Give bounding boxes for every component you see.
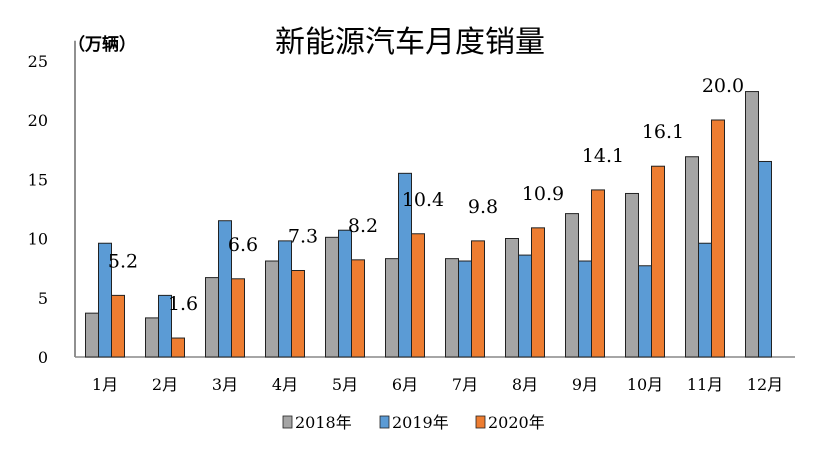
legend-label: 2018年 [295,413,352,432]
legend-label: 2020年 [488,413,545,432]
data-label: 1.6 [168,293,198,315]
bar-2018年-6月 [385,258,399,358]
bar-2018年-1月 [85,312,99,358]
bar-2020年-11月 [711,119,725,358]
bar-2018年-9月 [565,213,579,358]
bar-2019年-12月 [758,160,772,358]
bar-2018年-7月 [445,258,459,358]
bar-2020年-1月 [111,294,125,358]
data-label: 9.8 [468,196,498,218]
y-axis-unit-label: （万辆） [68,34,136,55]
legend-swatch-2 [475,415,486,429]
data-label: 10.9 [522,183,564,205]
data-label: 16.1 [642,121,684,143]
data-label: 10.4 [402,189,444,211]
bar-2019年-4月 [278,240,292,358]
bar-2020年-4月 [291,269,305,358]
bar-2019年-9月 [578,260,592,358]
data-label: 8.2 [348,215,378,237]
bar-2018年-5月 [325,236,339,358]
y-tick-label: 25 [28,52,48,71]
bar-2018年-2月 [145,317,159,358]
x-tick-label: 4月 [272,375,298,394]
bar-2020年-7月 [471,240,485,358]
chart-title: 新能源汽车月度销量 [275,25,545,60]
x-tick-label: 7月 [452,375,478,394]
bar-2020年-10月 [651,165,665,358]
x-tick-label: 1月 [92,375,118,394]
data-label: 20.0 [702,75,744,97]
x-tick-label: 9月 [572,375,598,394]
legend-swatch-1 [379,415,390,429]
bar-2018年-4月 [265,260,279,358]
bar-2019年-7月 [458,260,472,358]
y-tick-label: 20 [28,111,48,130]
bar-2020年-8月 [531,227,545,358]
bar-2018年-10月 [625,192,639,358]
legend-swatch-0 [282,415,293,429]
data-label: 14.1 [582,145,624,167]
data-label: 5.2 [108,250,138,272]
bar-2018年-12月 [745,91,759,358]
bar-2020年-9月 [591,189,605,358]
x-tick-label: 5月 [332,375,358,394]
bar-2020年-2月 [171,337,185,358]
bar-2019年-8月 [518,254,532,358]
x-tick-label: 2月 [152,375,178,394]
bar-2020年-3月 [231,278,245,358]
x-tick-label: 6月 [392,375,418,394]
bar-2018年-11月 [685,156,699,358]
y-tick-label: 5 [38,289,48,308]
y-tick-label: 0 [38,348,48,367]
x-tick-label: 11月 [687,375,723,394]
bar-2020年-5月 [351,259,365,358]
data-label: 7.3 [288,225,318,247]
bar-2019年-11月 [698,242,712,358]
x-tick-label: 3月 [212,375,238,394]
bar-2020年-6月 [411,233,425,358]
legend-label: 2019年 [392,413,449,432]
data-label: 6.6 [228,234,258,256]
y-tick-label: 15 [28,170,48,189]
x-tick-label: 8月 [512,375,538,394]
bar-2018年-3月 [205,277,219,358]
bar-2019年-10月 [638,265,652,358]
bar-2018年-8月 [505,238,519,358]
bar-2019年-5月 [338,229,352,358]
x-tick-label: 12月 [747,375,783,394]
x-tick-label: 10月 [627,375,663,394]
y-tick-label: 10 [28,230,48,249]
bar-2019年-2月 [158,294,172,358]
